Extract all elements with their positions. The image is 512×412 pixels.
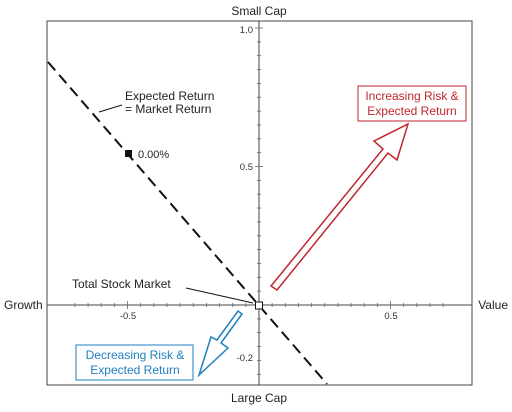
expected-return-annotation: Expected Return = Market Return: [98, 89, 214, 116]
decreasing-risk-line2: Expected Return: [90, 363, 179, 377]
axis-label-left: Growth: [4, 298, 43, 312]
point-marker-0: [125, 150, 132, 157]
expected-return-label-line2: = Market Return: [125, 102, 211, 116]
decreasing-risk-box: [75, 344, 194, 381]
y-tick-label-mid: 0.5: [240, 162, 253, 173]
increasing-risk-box: [357, 85, 467, 122]
point-label-0: 0.00%: [138, 149, 169, 161]
decreasing-risk-line1: Decreasing Risk &: [86, 348, 185, 362]
expected-return-leader: [98, 104, 123, 113]
x-tick-label-neg: -0.5: [120, 311, 136, 322]
increasing-risk-line1: Increasing Risk &: [365, 89, 458, 103]
x-tick-label-pos: 0.5: [384, 311, 397, 322]
axis-minor-ticks: [74, 27, 444, 375]
market-return-line: [47, 61, 328, 385]
point-marker-1: [255, 301, 263, 310]
total-stock-market-annotation: Total Stock Market: [72, 277, 254, 304]
decreasing-risk-arrow: [197, 309, 244, 378]
total-stock-market-label: Total Stock Market: [72, 277, 171, 291]
y-tick-label-top: 1.0: [240, 25, 253, 36]
axis-label-right: Value: [478, 298, 508, 312]
axis-label-bottom: Large Cap: [231, 391, 287, 405]
axis-label-top: Small Cap: [231, 4, 287, 18]
y-tick-label-bottom: -0.2: [237, 353, 253, 364]
expected-return-label-line1: Expected Return: [125, 89, 214, 103]
increasing-risk-line2: Expected Return: [367, 104, 456, 118]
total-stock-market-leader: [185, 287, 254, 304]
increasing-risk-arrow: [269, 122, 410, 292]
